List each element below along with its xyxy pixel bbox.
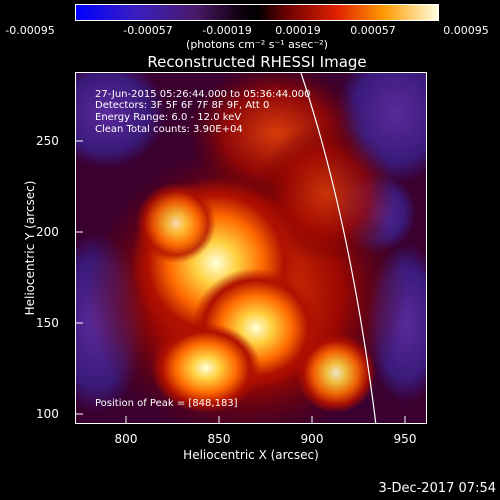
x-axis-label: Heliocentric X (arcsec)	[183, 448, 319, 462]
image-title: Reconstructed RHESSI Image	[147, 53, 367, 71]
colorbar-tick-1: -0.00095	[5, 24, 55, 37]
energy-range-text: Energy Range: 6.0 - 12.0 keV	[95, 112, 242, 123]
date-stamp: 3-Dec-2017 07:54	[378, 481, 497, 496]
y-tick-150: 150	[36, 316, 59, 330]
colorbar-unit: (photons cm⁻² s⁻¹ asec⁻²)	[186, 38, 328, 51]
colorbar-tick-6: 0.00095	[443, 24, 489, 37]
colorbar-tick-3: -0.00019	[202, 24, 252, 37]
x-tick-800: 800	[114, 432, 138, 446]
time-range-text: 27-Jun-2015 05:26:44.000 to 05:36:44.000	[95, 89, 311, 100]
intensity-map	[76, 73, 426, 423]
y-tick-100: 100	[36, 407, 59, 421]
y-tick-200: 200	[36, 225, 59, 239]
x-tick-850: 850	[207, 432, 231, 446]
rhessi-image	[75, 72, 427, 424]
peak-position-text: Position of Peak = [848,183]	[95, 398, 238, 409]
y-axis-label: Heliocentric Y (arcsec)	[23, 180, 37, 316]
solar-limb-line	[300, 73, 377, 423]
colorbar-tick-4: 0.00019	[275, 24, 321, 37]
detectors-text: Detectors: 3F 5F 6F 7F 8F 9F, Att 0	[95, 100, 270, 111]
colorbar-tick-2: -0.00057	[123, 24, 173, 37]
colorbar	[75, 4, 439, 21]
x-tick-900: 900	[300, 432, 324, 446]
axis-tick-marks	[75, 140, 406, 424]
colorbar-tick-5: 0.00057	[350, 24, 396, 37]
clean-total-counts-text: Clean Total counts: 3.90E+04	[95, 124, 243, 135]
y-tick-250: 250	[36, 134, 59, 148]
x-tick-950: 950	[393, 432, 417, 446]
